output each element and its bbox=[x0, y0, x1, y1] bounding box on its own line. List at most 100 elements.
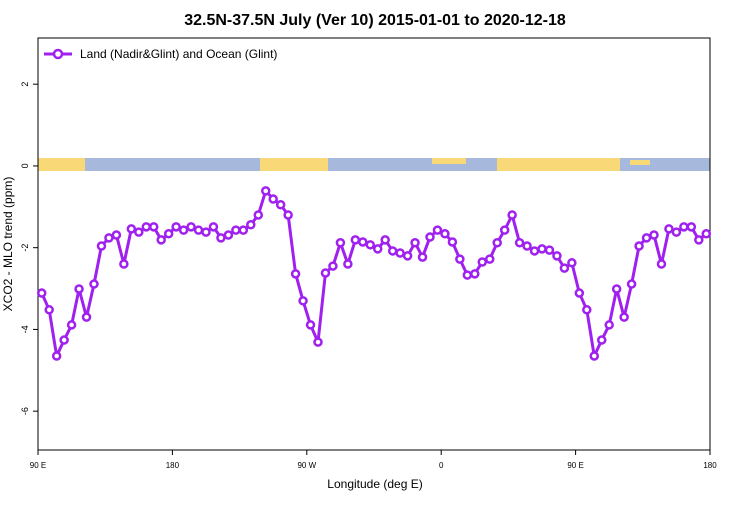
data-point bbox=[395, 248, 405, 258]
land-band bbox=[260, 158, 328, 171]
data-point bbox=[596, 335, 607, 345]
data-point bbox=[507, 210, 517, 220]
data-point bbox=[611, 284, 622, 294]
data-point bbox=[178, 225, 189, 235]
data-point bbox=[320, 268, 331, 278]
data-point bbox=[81, 312, 92, 322]
data-point bbox=[387, 246, 398, 256]
data-point bbox=[51, 351, 62, 361]
data-point bbox=[365, 240, 376, 250]
data-point bbox=[559, 263, 570, 273]
data-point bbox=[268, 194, 278, 204]
data-point bbox=[477, 257, 488, 267]
data-point bbox=[455, 254, 465, 264]
data-point bbox=[686, 222, 697, 232]
data-point bbox=[201, 227, 211, 237]
data-point bbox=[141, 222, 152, 232]
data-point bbox=[567, 258, 577, 268]
data-point bbox=[260, 186, 271, 196]
data-point bbox=[462, 270, 473, 280]
data-point bbox=[701, 229, 712, 239]
data-point bbox=[335, 238, 346, 248]
legend-label: Land (Nadir&Glint) and Ocean (Glint) bbox=[80, 47, 277, 61]
data-point bbox=[522, 241, 532, 251]
data-point bbox=[402, 251, 413, 261]
land-band bbox=[497, 158, 620, 171]
data-point bbox=[358, 237, 368, 247]
data-point bbox=[440, 229, 450, 239]
data-point bbox=[283, 210, 293, 220]
data-point bbox=[350, 235, 361, 245]
x-tick-label: 90 E bbox=[30, 461, 46, 470]
legend-item: Land (Nadir&Glint) and Ocean (Glint) bbox=[44, 47, 277, 61]
plot-frame bbox=[37, 37, 711, 451]
data-point bbox=[163, 229, 174, 239]
data-point bbox=[432, 225, 443, 235]
data-point bbox=[641, 233, 652, 243]
data-point bbox=[574, 288, 585, 298]
data-point bbox=[604, 320, 614, 330]
data-point bbox=[514, 238, 525, 248]
data-point bbox=[694, 235, 704, 245]
data-point bbox=[275, 200, 286, 210]
data-point bbox=[216, 233, 226, 243]
data-point bbox=[634, 241, 644, 251]
data-point bbox=[417, 252, 428, 262]
data-point bbox=[208, 222, 219, 232]
data-point bbox=[246, 220, 256, 230]
land-band bbox=[630, 160, 650, 165]
x-tick-label: 180 bbox=[166, 461, 180, 470]
x-tick-label: 180 bbox=[703, 461, 717, 470]
data-point bbox=[649, 230, 659, 240]
data-point bbox=[126, 224, 137, 234]
data-point bbox=[74, 284, 84, 294]
data-point bbox=[328, 261, 338, 271]
data-point bbox=[171, 222, 181, 232]
data-point bbox=[544, 245, 555, 255]
data-point bbox=[499, 225, 510, 235]
data-point bbox=[44, 305, 54, 315]
data-point bbox=[238, 225, 249, 235]
x-tick-label: 0 bbox=[439, 461, 444, 470]
data-point bbox=[372, 244, 383, 254]
data-point bbox=[447, 237, 458, 247]
x-tick-label: 90 E bbox=[567, 461, 583, 470]
land-band bbox=[38, 158, 85, 171]
data-point bbox=[552, 251, 562, 261]
data-point bbox=[193, 225, 204, 235]
data-point bbox=[619, 312, 629, 322]
y-axis-label: XCO2 - MLO trend (ppm) bbox=[1, 177, 15, 312]
data-point bbox=[656, 259, 667, 269]
data-point bbox=[529, 246, 540, 256]
y-tick-label: 2 bbox=[20, 82, 30, 87]
y-tick-label: -2 bbox=[20, 244, 30, 252]
data-point bbox=[484, 254, 495, 264]
legend-marker bbox=[52, 48, 64, 60]
y-tick-label: -4 bbox=[20, 325, 30, 333]
data-point bbox=[298, 296, 308, 306]
data-point bbox=[664, 224, 674, 234]
data-point bbox=[156, 235, 166, 245]
data-point bbox=[537, 244, 547, 254]
data-point bbox=[679, 222, 689, 232]
land-ocean-strip bbox=[38, 158, 710, 171]
data-point bbox=[111, 230, 122, 240]
data-point bbox=[626, 279, 637, 289]
x-axis-label: Longitude (deg E) bbox=[327, 477, 422, 491]
data-point bbox=[148, 222, 159, 232]
data-point bbox=[492, 238, 502, 248]
data-point bbox=[134, 227, 144, 237]
data-point bbox=[119, 259, 129, 269]
data-point bbox=[343, 259, 353, 269]
data-point bbox=[96, 241, 107, 251]
data-point bbox=[89, 279, 99, 289]
chart-title: 32.5N-37.5N July (Ver 10) 2015-01-01 to … bbox=[184, 12, 566, 29]
data-point bbox=[290, 269, 301, 279]
data-point bbox=[582, 305, 592, 315]
data-point bbox=[186, 222, 196, 232]
data-point bbox=[305, 320, 316, 330]
y-tick-label: 0 bbox=[20, 163, 30, 168]
data-point bbox=[425, 232, 435, 242]
data-point bbox=[253, 210, 264, 220]
data-point bbox=[380, 235, 390, 245]
